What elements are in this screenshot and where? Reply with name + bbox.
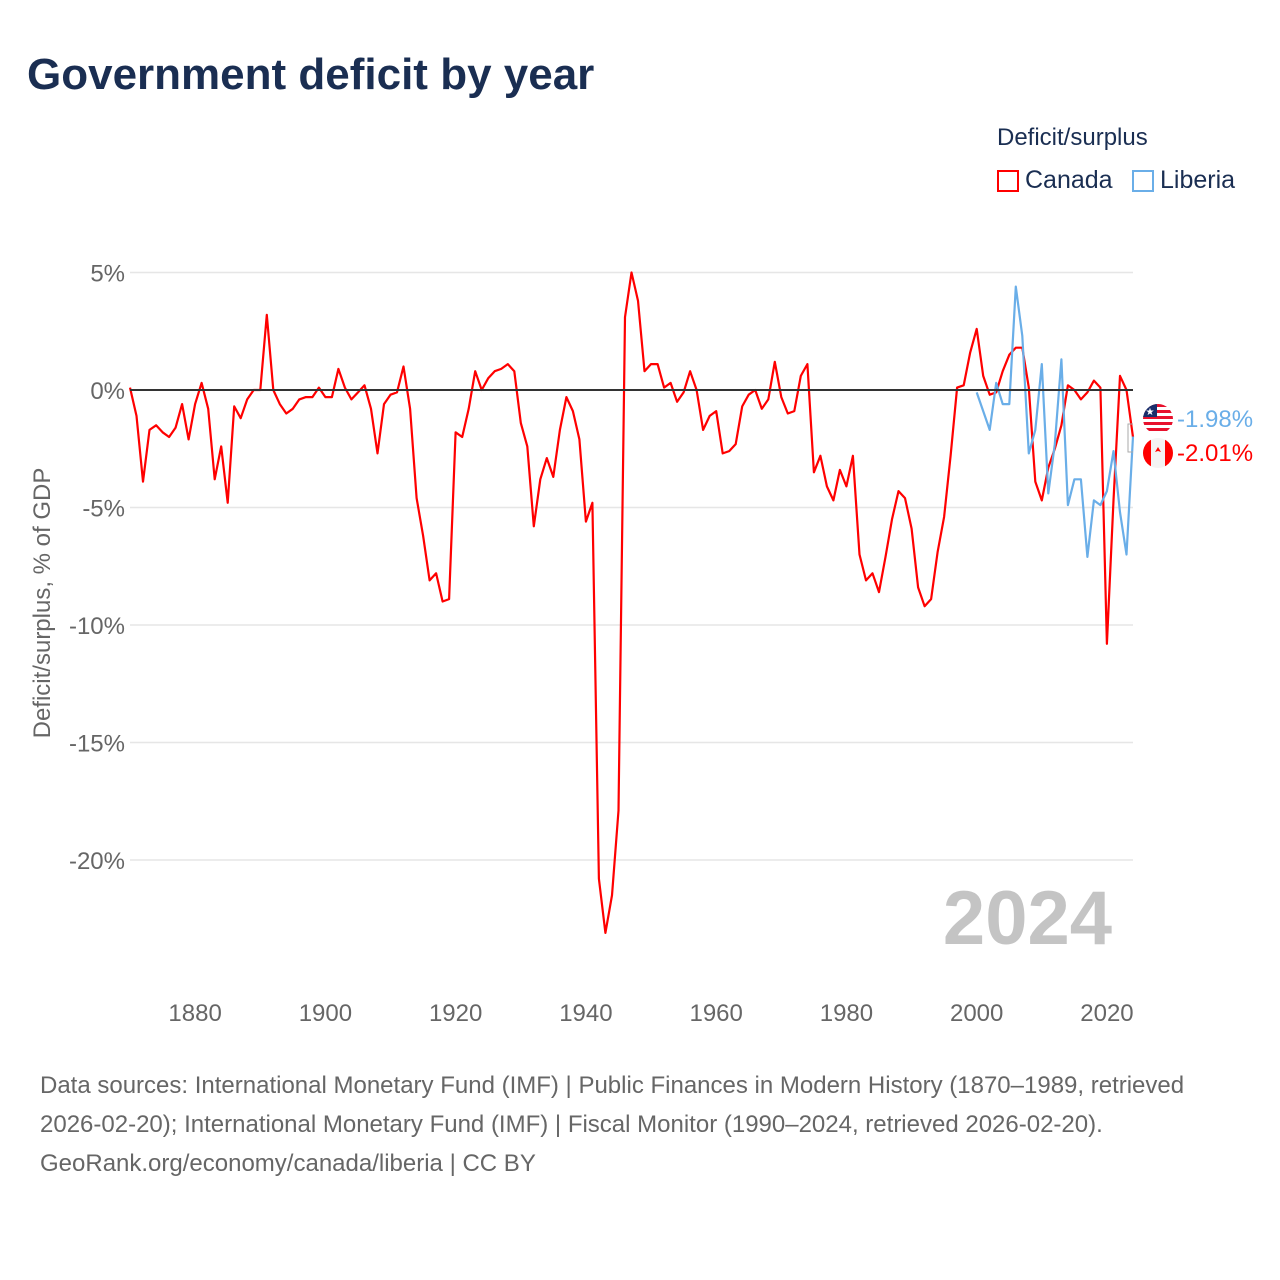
canada-flag-icon — [1143, 438, 1173, 468]
x-tick-label: 2020 — [1080, 1000, 1133, 1027]
year-watermark: 2024 — [943, 876, 1112, 961]
y-tick-label: 5% — [90, 261, 125, 288]
legend-title: Deficit/surplus — [997, 124, 1148, 151]
x-tick-label: 1940 — [559, 1000, 612, 1027]
legend-label-liberia: Liberia — [1160, 166, 1236, 194]
svg-text:★: ★ — [1146, 407, 1155, 418]
chart-title: Government deficit by year — [27, 50, 595, 99]
source-link[interactable]: GeoRank.org/economy/canada/liberia | CC … — [40, 1150, 536, 1177]
canada-end-label: -2.01% — [1177, 440, 1253, 467]
data-sources: Data sources: International Monetary Fun… — [40, 1072, 1185, 1138]
legend-label-canada: Canada — [1025, 166, 1113, 194]
chart-area: 5% 0% -5% -10% -15% -20% 1880 1900 1920 1940 1960… — [29, 261, 1253, 1028]
series-line-canada — [128, 271, 1135, 934]
legend-swatch-canada — [997, 169, 1019, 192]
y-tick-label: -10% — [69, 613, 125, 640]
y-tick-label: -5% — [82, 496, 125, 523]
liberia-flag-icon: ★ — [1143, 404, 1173, 434]
x-tick-label: 1980 — [820, 1000, 873, 1027]
y-tick-label: -20% — [69, 848, 125, 875]
y-tick-label: 0% — [90, 378, 125, 405]
liberia-end-label: -1.98% — [1177, 406, 1253, 433]
label-connector — [1127, 423, 1133, 453]
x-tick-label: 1900 — [299, 1000, 352, 1027]
x-tick-label: 1920 — [429, 1000, 482, 1027]
footer: Data sources: International Monetary Fun… — [40, 1066, 1250, 1183]
x-tick-label: 2000 — [950, 1000, 1003, 1027]
y-axis-label: Deficit/surplus, % of GDP — [29, 468, 56, 739]
legend-swatch-liberia — [1132, 169, 1154, 192]
x-tick-label: 1880 — [168, 1000, 221, 1027]
x-tick-label: 1960 — [689, 1000, 742, 1027]
y-tick-label: -15% — [69, 731, 125, 758]
legend-item-canada[interactable]: Canada — [997, 166, 1113, 195]
legend-item-liberia[interactable]: Liberia — [1132, 166, 1235, 195]
series-line-liberia — [975, 285, 1135, 558]
